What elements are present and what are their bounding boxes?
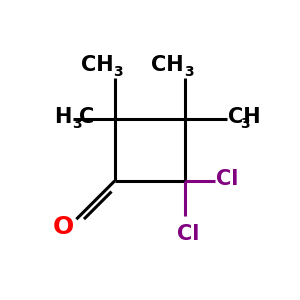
Text: Cl: Cl [216,169,238,189]
Text: CH: CH [151,55,184,75]
Text: CH: CH [81,55,113,75]
Text: 3: 3 [73,117,82,131]
Text: CH: CH [228,107,261,127]
Text: O: O [52,214,74,239]
Text: 3: 3 [184,65,194,79]
Text: 3: 3 [113,65,123,79]
Text: 3: 3 [240,117,249,131]
Text: Cl: Cl [177,224,200,244]
Text: C: C [79,107,94,127]
Text: H: H [55,107,72,127]
